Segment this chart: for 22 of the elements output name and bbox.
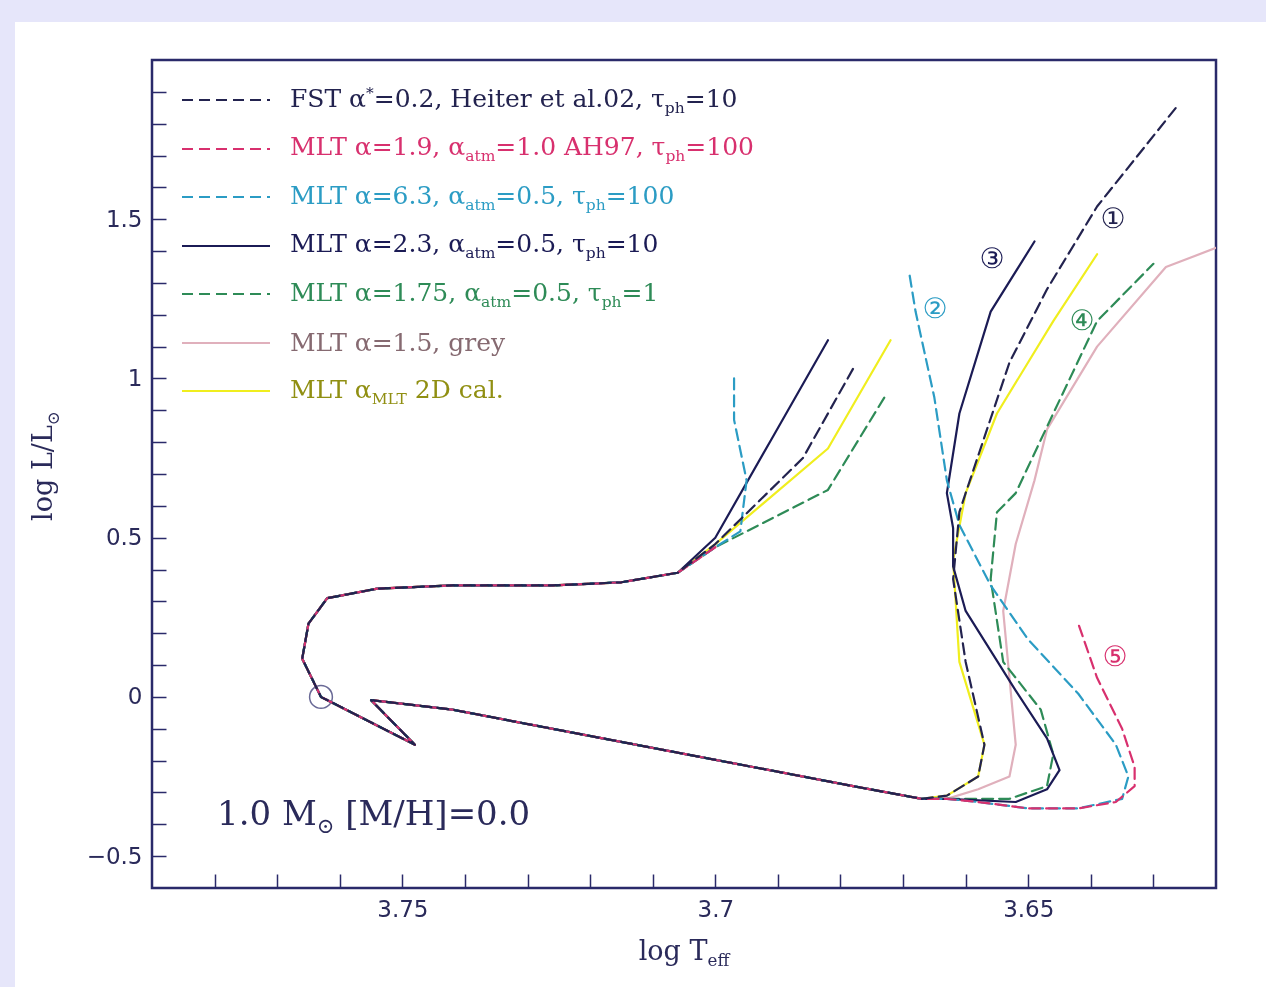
annotation: ① bbox=[1100, 201, 1126, 235]
legend-label: MLT α=1.9, α$_{atm}$=1.0 AH97, τ$_{ph}$=100 bbox=[290, 132, 754, 166]
annotation: ⑤ bbox=[1102, 639, 1128, 673]
legend-label: MLT α=2.3, α$_{atm}$=0.5, τ$_{ph}$=10 bbox=[290, 229, 659, 263]
legend-label: FST α$^{*}$=0.2, Heiter et al.02, τ$_{ph}$=10 bbox=[290, 83, 738, 117]
y-tick-label: 0 bbox=[127, 683, 143, 710]
x-tick-label: 3.75 bbox=[377, 895, 429, 922]
x-axis-title: log T$_{eff}$ bbox=[638, 935, 730, 971]
annotation: ② bbox=[922, 291, 948, 325]
annotation: ③ bbox=[979, 241, 1005, 275]
y-tick-label: 1 bbox=[127, 364, 143, 391]
x-tick-label: 3.65 bbox=[1003, 895, 1055, 922]
legend-label: MLT α=1.75, α$_{atm}$=0.5, τ$_{ph}$=1 bbox=[290, 277, 659, 311]
annotation: 1.0 M$_{⊙}$ [M/H]=0.0 bbox=[217, 793, 531, 838]
x-tick-label: 3.7 bbox=[697, 895, 735, 922]
y-tick-label: −0.5 bbox=[86, 842, 143, 869]
legend-label: MLT α=6.3, α$_{atm}$=0.5, τ$_{ph}$=100 bbox=[290, 180, 675, 214]
legend-label: MLT α$_{MLT}$ 2D cal. bbox=[290, 374, 504, 408]
y-tick-label: 1.5 bbox=[105, 205, 143, 232]
y-tick-label: 0.5 bbox=[105, 524, 143, 551]
annotation: ④ bbox=[1069, 303, 1095, 337]
legend-label: MLT α=1.5, grey bbox=[290, 328, 506, 358]
